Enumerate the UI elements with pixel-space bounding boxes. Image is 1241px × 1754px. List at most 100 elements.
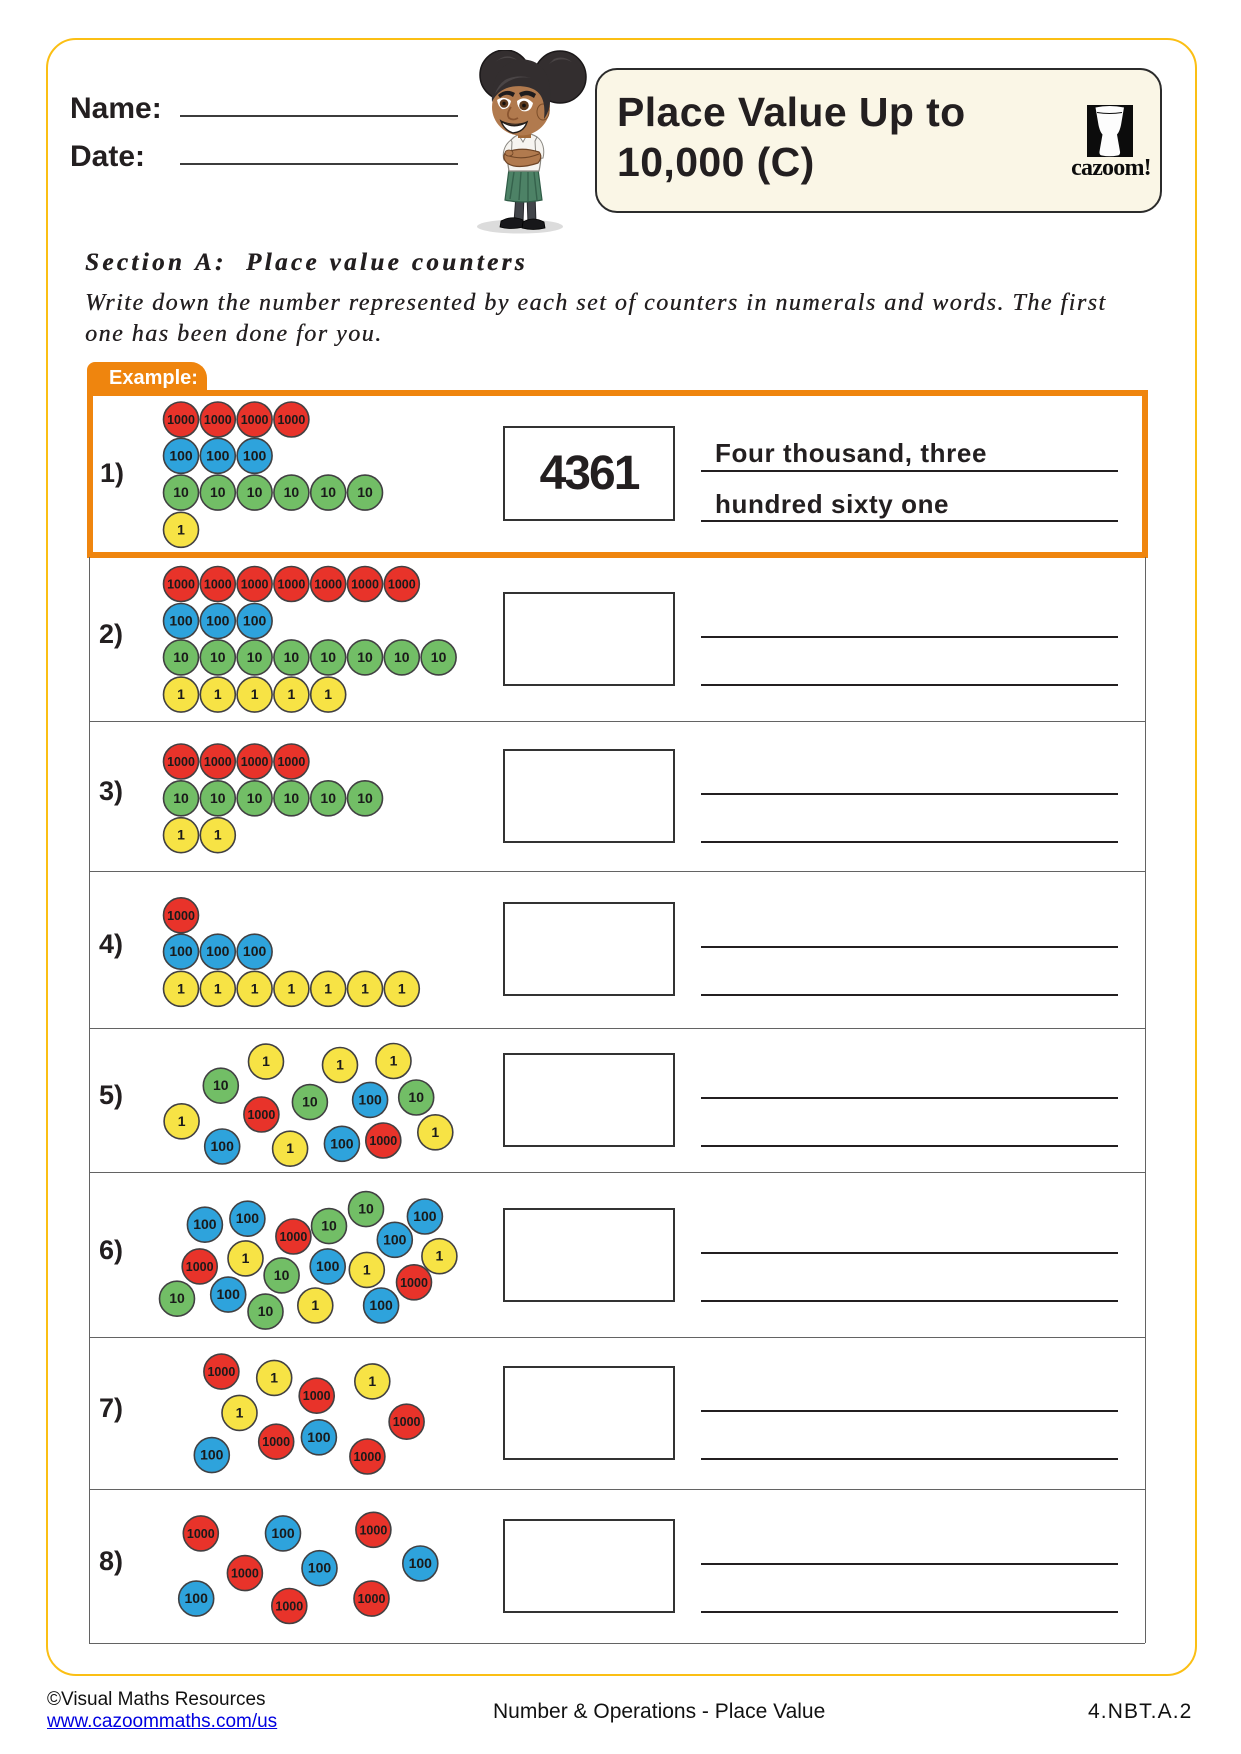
svg-text:1: 1 — [178, 1113, 186, 1129]
svg-text:1000: 1000 — [167, 755, 195, 769]
svg-text:10: 10 — [357, 790, 373, 806]
svg-text:100: 100 — [169, 447, 193, 463]
svg-text:1000: 1000 — [369, 1134, 397, 1148]
svg-text:100: 100 — [358, 1091, 382, 1107]
svg-text:10: 10 — [258, 1303, 274, 1319]
svg-text:1: 1 — [270, 1369, 278, 1385]
svg-text:10: 10 — [321, 1218, 337, 1234]
svg-text:1000: 1000 — [167, 909, 195, 923]
svg-text:10: 10 — [247, 484, 263, 500]
svg-text:100: 100 — [271, 1525, 295, 1541]
svg-text:10: 10 — [284, 649, 300, 665]
svg-text:1000: 1000 — [186, 1260, 214, 1274]
svg-text:10: 10 — [169, 1290, 185, 1306]
svg-text:1000: 1000 — [207, 1365, 235, 1379]
svg-text:100: 100 — [193, 1216, 217, 1232]
svg-text:10: 10 — [320, 649, 336, 665]
svg-text:1: 1 — [324, 686, 332, 702]
svg-text:1000: 1000 — [393, 1415, 421, 1429]
svg-text:1: 1 — [390, 1053, 398, 1069]
svg-text:100: 100 — [211, 1138, 235, 1154]
svg-text:1000: 1000 — [241, 755, 269, 769]
svg-text:1000: 1000 — [241, 413, 269, 427]
svg-text:100: 100 — [369, 1297, 393, 1313]
svg-text:100: 100 — [307, 1429, 331, 1445]
svg-text:1: 1 — [324, 980, 332, 996]
svg-text:1000: 1000 — [400, 1276, 428, 1290]
svg-text:1000: 1000 — [204, 578, 232, 592]
svg-text:100: 100 — [206, 613, 230, 629]
svg-text:10: 10 — [247, 790, 263, 806]
svg-text:1: 1 — [336, 1057, 344, 1073]
svg-text:10: 10 — [284, 790, 300, 806]
svg-text:1: 1 — [177, 980, 185, 996]
svg-text:10: 10 — [302, 1094, 318, 1110]
svg-text:1000: 1000 — [241, 578, 269, 592]
svg-text:1000: 1000 — [167, 578, 195, 592]
svg-text:1000: 1000 — [351, 578, 379, 592]
svg-text:100: 100 — [243, 613, 267, 629]
svg-text:1000: 1000 — [277, 578, 305, 592]
svg-text:100: 100 — [206, 943, 230, 959]
svg-text:100: 100 — [200, 1447, 224, 1463]
svg-text:10: 10 — [247, 649, 263, 665]
svg-text:10: 10 — [320, 790, 336, 806]
svg-text:10: 10 — [210, 790, 226, 806]
svg-text:1: 1 — [436, 1248, 444, 1264]
svg-text:1: 1 — [214, 686, 222, 702]
svg-text:1: 1 — [368, 1373, 376, 1389]
svg-text:1000: 1000 — [231, 1567, 259, 1581]
svg-text:100: 100 — [185, 1590, 209, 1606]
svg-text:10: 10 — [394, 649, 410, 665]
svg-text:1000: 1000 — [262, 1435, 290, 1449]
svg-text:1: 1 — [286, 1140, 294, 1156]
svg-text:1: 1 — [177, 686, 185, 702]
svg-text:10: 10 — [357, 484, 373, 500]
svg-text:1: 1 — [214, 980, 222, 996]
svg-text:1: 1 — [431, 1124, 439, 1140]
svg-text:1: 1 — [288, 686, 296, 702]
svg-text:1000: 1000 — [167, 413, 195, 427]
svg-text:10: 10 — [284, 484, 300, 500]
svg-text:100: 100 — [243, 943, 267, 959]
svg-text:1: 1 — [251, 686, 259, 702]
svg-text:1: 1 — [311, 1297, 319, 1313]
svg-text:1: 1 — [214, 827, 222, 843]
svg-text:100: 100 — [308, 1560, 332, 1576]
svg-text:10: 10 — [274, 1267, 290, 1283]
svg-text:1: 1 — [262, 1053, 270, 1069]
svg-text:10: 10 — [358, 1201, 374, 1217]
svg-text:1000: 1000 — [314, 578, 342, 592]
svg-text:1000: 1000 — [277, 413, 305, 427]
svg-text:1: 1 — [251, 980, 259, 996]
svg-text:1: 1 — [177, 521, 185, 537]
svg-text:1000: 1000 — [359, 1523, 387, 1537]
svg-text:100: 100 — [316, 1258, 340, 1274]
svg-text:10: 10 — [213, 1077, 229, 1093]
svg-text:1000: 1000 — [388, 578, 416, 592]
svg-text:1000: 1000 — [279, 1230, 307, 1244]
svg-text:1000: 1000 — [358, 1592, 386, 1606]
svg-text:1: 1 — [363, 1261, 371, 1277]
svg-text:1000: 1000 — [277, 755, 305, 769]
svg-text:100: 100 — [243, 447, 267, 463]
svg-text:100: 100 — [169, 943, 193, 959]
svg-text:1000: 1000 — [187, 1527, 215, 1541]
svg-text:100: 100 — [413, 1208, 437, 1224]
svg-text:1: 1 — [177, 827, 185, 843]
svg-text:100: 100 — [383, 1231, 407, 1247]
svg-text:100: 100 — [330, 1135, 354, 1151]
svg-text:1000: 1000 — [247, 1108, 275, 1122]
svg-text:10: 10 — [210, 649, 226, 665]
svg-text:10: 10 — [408, 1089, 424, 1105]
svg-text:1000: 1000 — [303, 1389, 331, 1403]
svg-text:1000: 1000 — [275, 1600, 303, 1614]
svg-text:1: 1 — [361, 980, 369, 996]
svg-text:10: 10 — [357, 649, 373, 665]
svg-text:10: 10 — [431, 649, 447, 665]
svg-text:1000: 1000 — [353, 1450, 381, 1464]
svg-text:100: 100 — [206, 447, 230, 463]
svg-text:1000: 1000 — [204, 755, 232, 769]
svg-text:1000: 1000 — [204, 413, 232, 427]
svg-text:10: 10 — [173, 790, 189, 806]
